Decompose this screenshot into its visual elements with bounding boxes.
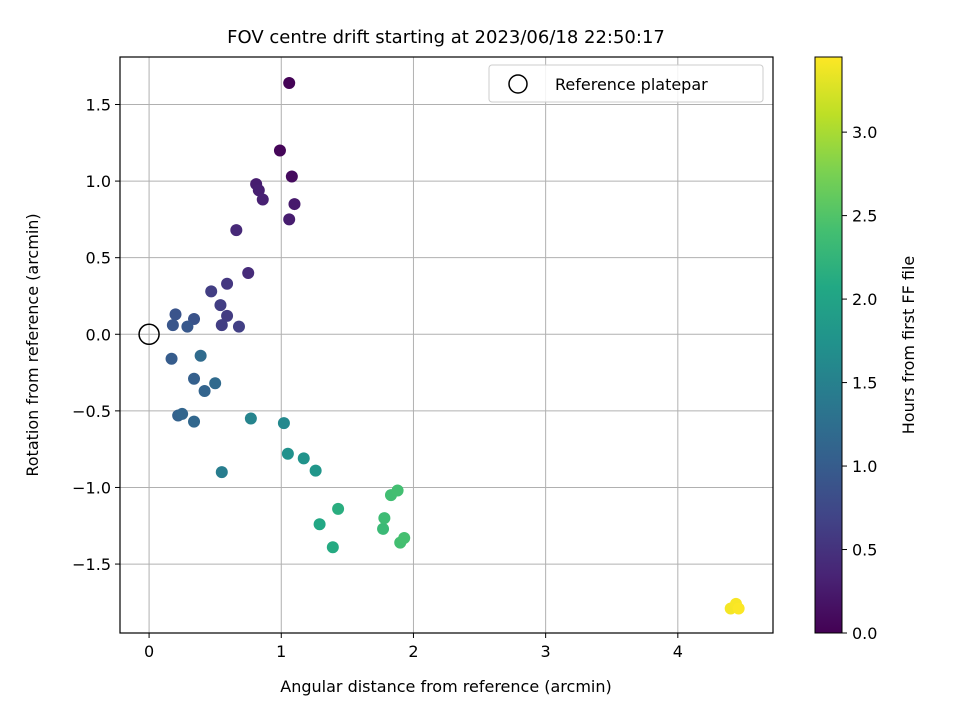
colorbar-ticks: 0.0 0.5 1.0 1.5 2.0 2.5 3.0 — [842, 123, 877, 643]
data-point — [332, 502, 345, 515]
data-point — [288, 198, 301, 211]
data-point — [221, 309, 234, 322]
data-point — [221, 277, 234, 290]
chart-title: FOV centre drift starting at 2023/06/18 … — [227, 27, 665, 48]
reference-platepar-marker — [138, 323, 160, 346]
data-point — [232, 320, 245, 333]
y-tick-label: −1.0 — [72, 478, 111, 497]
data-point — [398, 532, 411, 545]
data-point — [281, 447, 294, 460]
data-point — [214, 299, 227, 312]
colorbar-tick-label: 0.5 — [852, 541, 877, 560]
x-axis-label: Angular distance from reference (arcmin) — [280, 677, 611, 696]
x-tick-label: 2 — [408, 642, 418, 661]
y-tick-label: 1.5 — [86, 95, 111, 114]
plot-frame — [119, 56, 774, 634]
colorbar-tick-label: 0.0 — [852, 624, 877, 643]
colorbar-label: Hours from first FF file — [899, 256, 918, 435]
grid-lines — [120, 57, 773, 633]
data-point — [309, 464, 322, 477]
data-point — [166, 319, 179, 332]
data-point — [194, 349, 207, 362]
data-point — [188, 372, 201, 385]
data-point — [283, 213, 296, 226]
colorbar-tick-label: 2.0 — [852, 290, 877, 309]
x-tick-label: 0 — [144, 642, 154, 661]
x-tick-label: 4 — [673, 642, 683, 661]
y-axis-ticks: −1.5 −1.0 −0.5 0.0 0.5 1.0 1.5 — [72, 95, 120, 574]
data-point — [256, 193, 269, 206]
colorbar-tick-label: 2.5 — [852, 207, 877, 226]
legend-label: Reference platepar — [555, 75, 708, 94]
x-axis-ticks: 0 1 2 3 4 — [144, 633, 683, 661]
data-point — [252, 184, 265, 197]
data-point — [198, 384, 211, 397]
x-tick-label: 3 — [541, 642, 551, 661]
legend-box — [488, 64, 764, 103]
data-point — [176, 407, 189, 420]
data-point — [377, 522, 390, 535]
data-points — [165, 77, 745, 615]
y-tick-label: 0.5 — [86, 249, 111, 268]
data-point — [326, 541, 339, 554]
y-tick-label: 1.0 — [86, 172, 111, 191]
data-point — [273, 144, 286, 157]
data-point — [209, 377, 222, 390]
data-point — [313, 518, 326, 531]
data-point — [732, 602, 745, 615]
y-tick-label: −1.5 — [72, 555, 111, 574]
data-point — [230, 224, 243, 237]
data-point — [285, 170, 298, 183]
legend: Reference platepar — [488, 64, 764, 103]
data-point — [391, 484, 404, 497]
data-point — [205, 285, 218, 298]
colorbar: 0.0 0.5 1.0 1.5 2.0 2.5 3.0 Hours from first F… — [814, 56, 918, 643]
data-point — [244, 412, 257, 425]
data-point — [165, 352, 178, 365]
data-point — [215, 319, 228, 332]
colorbar-tick-label: 1.0 — [852, 457, 877, 476]
colorbar-tick-label: 1.5 — [852, 374, 877, 393]
data-point — [283, 77, 296, 90]
data-point — [215, 466, 228, 479]
data-point — [169, 308, 182, 321]
y-axis-label: Rotation from reference (arcmin) — [23, 213, 42, 476]
data-point — [277, 417, 290, 430]
data-point — [297, 452, 310, 465]
y-tick-label: −0.5 — [72, 402, 111, 421]
data-point — [188, 415, 201, 428]
data-point — [378, 512, 391, 525]
colorbar-tick-label: 3.0 — [852, 123, 877, 142]
legend-reference-marker — [508, 74, 528, 94]
data-point — [181, 320, 194, 333]
y-tick-label: 0.0 — [86, 325, 111, 344]
colorbar-gradient — [814, 56, 843, 634]
data-point — [242, 267, 255, 279]
x-tick-label: 1 — [276, 642, 286, 661]
